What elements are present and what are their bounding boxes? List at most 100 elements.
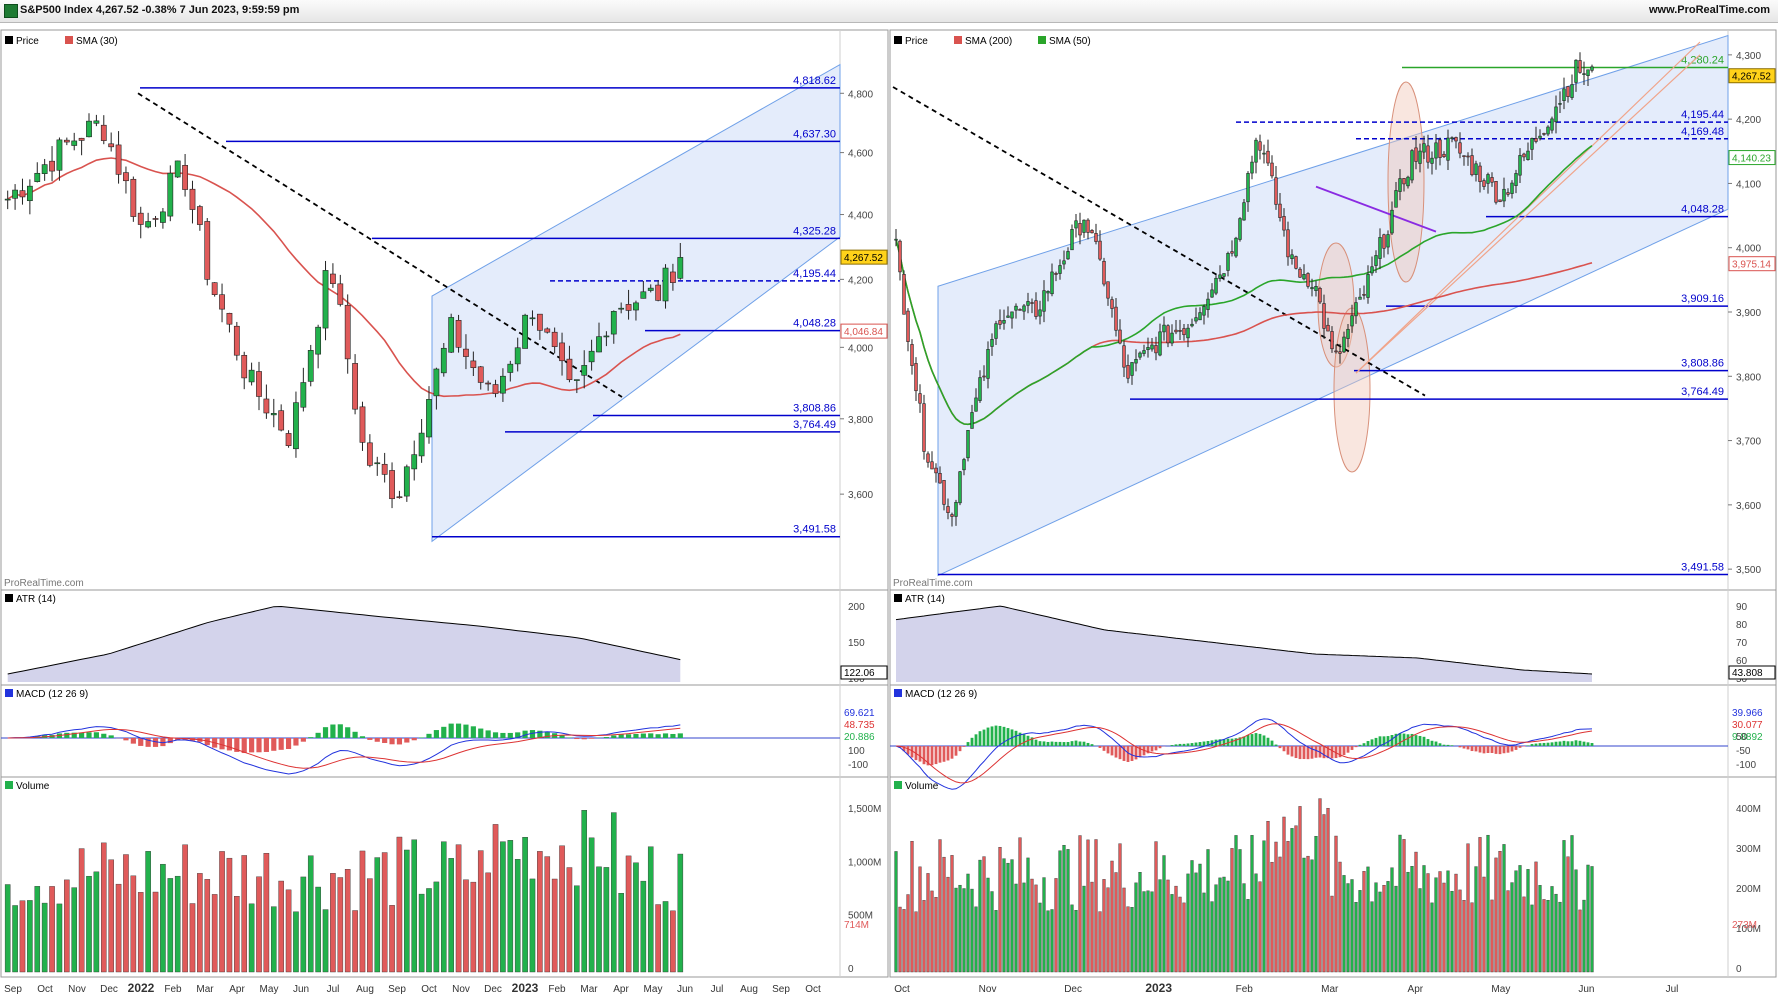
macd-histogram-bar <box>994 725 998 746</box>
macd-histogram-bar <box>1298 746 1302 760</box>
volume-bar <box>625 855 632 973</box>
candle-body <box>1498 199 1502 202</box>
candle-body <box>1366 274 1370 298</box>
candle-body <box>1146 347 1150 350</box>
macd-histogram-bar <box>64 732 70 738</box>
macd-histogram-bar <box>1266 737 1270 746</box>
volume-bar <box>359 850 366 973</box>
candle-body <box>610 311 617 335</box>
macd-histogram-bar <box>1538 743 1542 746</box>
atr-value: 43.808 <box>1732 668 1763 679</box>
macd-histogram-bar <box>902 746 906 752</box>
volume-bar <box>670 910 676 973</box>
volume-bar <box>998 847 1002 973</box>
candle-body <box>1150 344 1154 350</box>
candle-body <box>307 350 314 382</box>
candle-body <box>902 274 906 315</box>
x-axis-label: Nov <box>979 984 997 995</box>
macd-histogram-bar <box>345 727 351 738</box>
volume-bar <box>1498 851 1502 973</box>
candle-body <box>1014 305 1018 311</box>
volume-bar <box>167 878 174 973</box>
macd-histogram-bar <box>662 733 669 738</box>
candle-body <box>1490 177 1494 183</box>
volume-bar <box>500 841 506 973</box>
volume-bar <box>330 873 336 973</box>
volume-bar <box>537 851 543 973</box>
volume-bar <box>677 853 684 973</box>
macd-tick-label: -100 <box>848 760 868 771</box>
macd-histogram-bar <box>1122 746 1126 761</box>
fan-line-lower <box>1355 54 1701 374</box>
volume-bar <box>1302 857 1306 973</box>
candle-body <box>1586 69 1590 76</box>
highlight-ellipse <box>1317 242 1355 368</box>
macd-histogram-bar <box>1170 745 1174 746</box>
candle-body <box>463 348 469 357</box>
macd-histogram-bar <box>1202 741 1206 746</box>
candle-body <box>1266 150 1270 164</box>
candle-body <box>1334 350 1338 353</box>
macd-histogram-bar <box>470 726 476 738</box>
macd-histogram-bar <box>1250 734 1254 746</box>
volume-bar <box>1026 857 1030 973</box>
macd-histogram-bar <box>926 746 930 766</box>
macd-histogram-bar <box>1510 746 1514 752</box>
macd-histogram-bar <box>1046 741 1050 746</box>
macd-histogram-bar <box>1038 741 1042 746</box>
candle-body <box>433 368 440 397</box>
macd-histogram-bar <box>1502 746 1506 754</box>
macd-histogram-bar <box>1522 746 1526 747</box>
macd-histogram-bar <box>404 738 410 743</box>
macd-histogram-bar <box>677 733 683 738</box>
candle-body <box>573 379 580 381</box>
atr-line <box>7 605 681 675</box>
macd-histogram-bar <box>978 731 982 746</box>
candle-body <box>1218 274 1222 279</box>
volume-bar <box>1466 843 1470 973</box>
volume-bar <box>1190 860 1194 973</box>
x-axis-label: Jun <box>293 984 309 995</box>
atr-legend: ATR (14) <box>905 594 945 605</box>
site-link[interactable]: www.ProRealTime.com <box>1648 4 1770 16</box>
macd-histogram-bar <box>1582 741 1586 746</box>
volume-legend: Volume <box>16 781 50 792</box>
macd-histogram-bar <box>1418 735 1422 746</box>
volume-bar <box>1434 877 1438 973</box>
macd-histogram-bar <box>1566 741 1570 746</box>
candle-body <box>1162 324 1166 333</box>
macd-histogram-bar <box>1110 746 1114 756</box>
atr-tick-label: 150 <box>848 638 865 649</box>
volume-bar <box>1278 856 1282 973</box>
macd-histogram-bar <box>918 746 922 762</box>
candle-body <box>1086 219 1090 233</box>
volume-bar <box>1070 904 1074 973</box>
volume-bar <box>1326 807 1330 973</box>
volume-bar <box>381 852 388 973</box>
x-axis-label: Mar <box>196 984 214 995</box>
volume-bar <box>1234 835 1238 973</box>
volume-bar <box>633 862 639 973</box>
sma-value-label: 4,046.84 <box>844 327 883 338</box>
volume-bar <box>1422 865 1426 973</box>
macd-histogram-bar <box>1406 734 1410 746</box>
volume-bar <box>440 841 447 973</box>
candle-body <box>1574 59 1578 83</box>
macd-histogram-bar <box>603 737 609 738</box>
candle-body <box>966 430 970 459</box>
candle-body <box>1210 289 1214 298</box>
volume-bar <box>1198 863 1202 973</box>
macd-histogram-bar <box>1526 745 1530 746</box>
macd-histogram-bar <box>315 732 321 738</box>
macd-histogram-bar <box>1150 746 1154 752</box>
volume-bar <box>1254 873 1258 973</box>
volume-bar <box>1478 837 1482 973</box>
sma-value-badge <box>1728 256 1776 272</box>
volume-tick-label: 400M <box>1736 804 1761 815</box>
volume-bar <box>1358 890 1362 973</box>
candle-body <box>1234 237 1238 257</box>
candle-body <box>930 461 934 470</box>
candle-body <box>1482 180 1486 187</box>
volume-bar <box>1314 836 1318 973</box>
volume-value: 273M <box>1732 920 1757 931</box>
